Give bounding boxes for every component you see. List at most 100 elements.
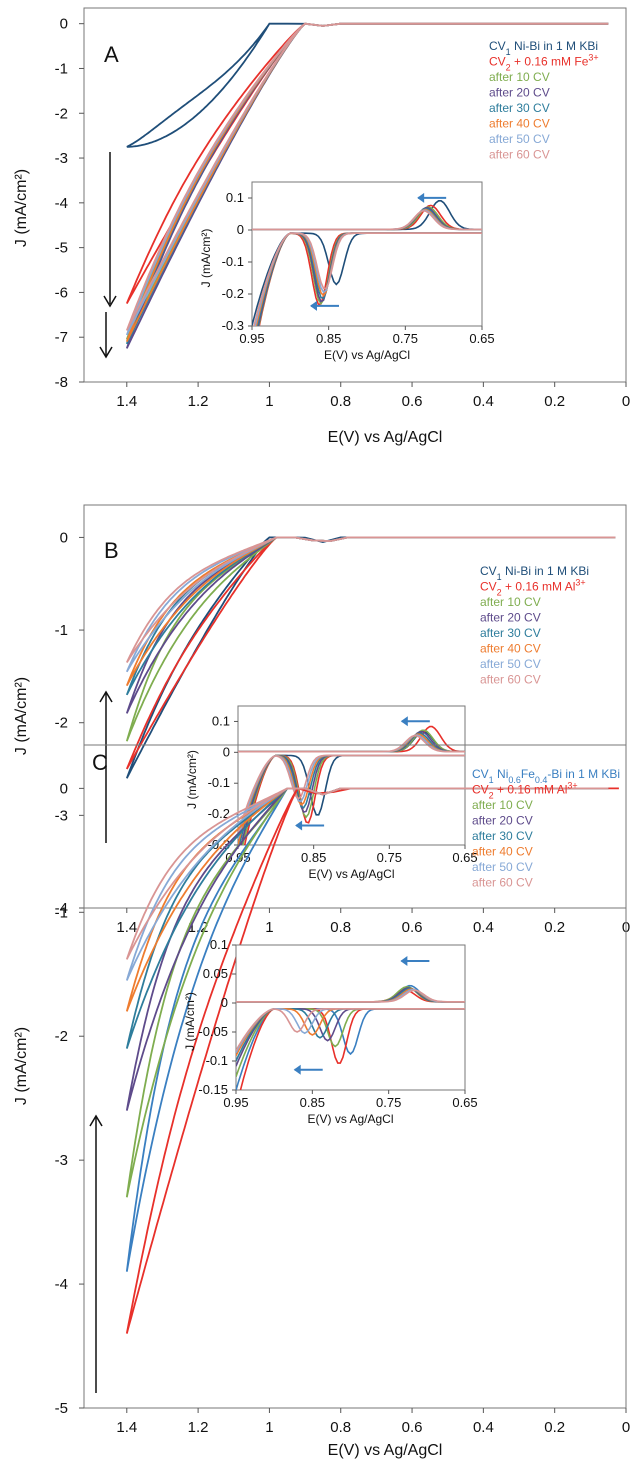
inset-series-group (252, 200, 482, 326)
legend-entry: after 30 CV (472, 829, 533, 843)
inset-x-tick-label: 0.65 (452, 1095, 477, 1110)
legend-text: CV (489, 55, 506, 69)
inset-series-line (238, 734, 465, 753)
legend-text: Ni-Bi in 1 M KBi (502, 564, 589, 578)
x-tick-label: 0.8 (330, 919, 351, 936)
y-tick-label: -1 (55, 622, 68, 639)
series-line (125, 536, 616, 770)
legend-entry: after 50 CV (480, 657, 541, 671)
legend-text: CV (480, 564, 497, 578)
plot-frame (83, 504, 627, 909)
inset-y-tick-label: -0.05 (198, 1024, 228, 1039)
y-axis-label: J (mA/cm²) (13, 1027, 30, 1105)
legend-text: CV (472, 783, 489, 797)
x-tick-label: 1 (265, 1419, 273, 1436)
x-tick-label: 0.4 (473, 393, 494, 410)
y-tick-label: -1 (55, 904, 68, 921)
legend-entry: after 10 CV (472, 798, 533, 812)
series-line (125, 787, 609, 1111)
inset-y-axis-label: J (mA/cm²) (183, 992, 197, 1051)
y-tick-label: -2 (55, 1028, 68, 1045)
inset-arrowhead (417, 192, 425, 203)
inset-arrowhead (400, 955, 408, 966)
x-tick-label: 1.2 (188, 393, 209, 410)
series-group (125, 22, 609, 349)
panel-label: B (104, 538, 119, 563)
inset-x-tick-label: 0.65 (469, 331, 494, 346)
legend-text: Ni (494, 767, 509, 781)
legend-text: 3+ (588, 53, 598, 63)
series-line (125, 22, 609, 331)
y-tick-label: -2 (55, 105, 68, 122)
chart-panel-a: 1.4 1.2 1 0.8 0.6 0.4 0.2 0 0 -1 -2 -3 -4 -5 -6 -7 -8 E(V… (13, 7, 630, 446)
inset-y-tick-label: -0.3 (222, 318, 244, 333)
inset-x-tick-label: 0.65 (452, 850, 477, 865)
inset-x-tick-label: 0.75 (377, 850, 402, 865)
legend-text: 1 (489, 775, 494, 785)
y-tick-label: -6 (55, 284, 68, 301)
series-line (125, 536, 616, 673)
chart-panel-b: 1.41.210.80.60.40.200-1-2-3-4E(V) vs Ag/… (13, 504, 630, 979)
inset-y-tick-label: 0 (221, 995, 228, 1010)
legend-entry: after 60 CV (480, 673, 541, 687)
y-tick-label: 0 (60, 16, 68, 33)
legend-text: + 0.16 mM Al (494, 783, 568, 797)
legend-entry: after 50 CV (472, 860, 533, 874)
legend-text: 2 (489, 791, 494, 801)
legend-entry: after 50 CV (489, 132, 550, 146)
legend-entry: CV2 + 0.16 mM Al3+ (472, 781, 578, 801)
y-tick-label: -4 (55, 900, 68, 917)
legend-text: Fe (521, 767, 535, 781)
y-tick-label: 0 (60, 780, 68, 797)
inset-arrowhead (293, 1064, 301, 1075)
series-line (125, 536, 616, 687)
legend-entry: CV1 Ni-Bi in 1 M KBi (489, 39, 598, 57)
x-tick-label: 0.4 (473, 919, 494, 936)
plot-frame (83, 744, 627, 1409)
legend-text: 3+ (567, 781, 577, 791)
inset-x-tick-label: 0.95 (223, 1095, 248, 1110)
legend-text: CV (489, 39, 506, 53)
inset-y-tick-label: -0.2 (222, 286, 244, 301)
series-group (125, 787, 619, 1334)
series-line (125, 22, 609, 343)
inset-y-tick-label: -0.15 (198, 1082, 228, 1097)
y-tick-label: -2 (55, 715, 68, 732)
inset-x-axis-label: E(V) vs Ag/AgCl (308, 867, 394, 881)
legend-entry: after 40 CV (472, 845, 533, 859)
y-tick-label: -5 (55, 1400, 68, 1417)
inset-arrowhead (310, 300, 317, 311)
x-tick-label: 0.4 (473, 1419, 494, 1436)
y-tick-label: -3 (55, 807, 68, 824)
legend-entry: after 40 CV (480, 642, 541, 656)
legend-text: 1 (497, 572, 502, 582)
inset-y-axis-label: J (mA/cm²) (199, 229, 213, 288)
series-line (125, 787, 609, 960)
legend-text: 0.4 (535, 775, 548, 785)
y-tick-label: -3 (55, 1152, 68, 1169)
trend-arrowhead (89, 1114, 103, 1127)
series-line (125, 536, 616, 714)
legend-text: 0.6 (508, 775, 521, 785)
inset-y-tick-label: -0.1 (206, 1053, 228, 1068)
inset-x-axis-label: E(V) vs Ag/AgCl (307, 1112, 393, 1126)
x-tick-label: 1.2 (188, 1419, 209, 1436)
legend-text: -Bi in 1 M KBi (547, 767, 620, 781)
legend-entry: after 20 CV (480, 611, 541, 625)
inset-series-line (238, 754, 465, 834)
x-tick-label: 1 (265, 919, 273, 936)
series-line (125, 787, 609, 1272)
x-axis-label: E(V) vs Ag/AgCl (328, 429, 443, 446)
legend-entry: after 10 CV (489, 70, 550, 84)
legend-entry: after 60 CV (489, 148, 550, 162)
inset-y-tick-label: -0.1 (222, 254, 244, 269)
inset-arrowhead (400, 716, 408, 727)
legend-entry: CV2 + 0.16 mM Al3+ (480, 578, 586, 598)
inset-y-tick-label: 0 (237, 222, 244, 237)
x-tick-label: 1.4 (116, 919, 137, 936)
legend-entry: CV2 + 0.16 mM Fe3+ (489, 53, 599, 73)
series-line (125, 22, 609, 336)
x-tick-label: 1.4 (116, 393, 137, 410)
series-line (125, 787, 609, 1049)
